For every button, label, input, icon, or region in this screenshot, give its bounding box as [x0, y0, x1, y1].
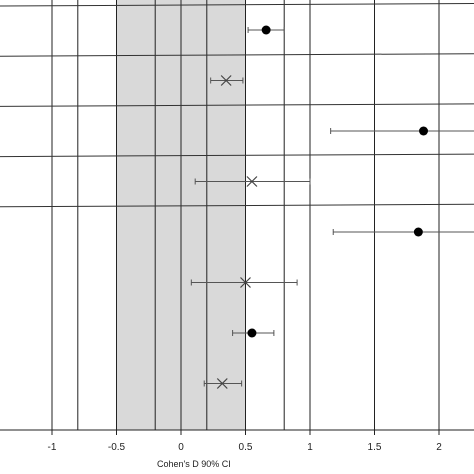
vertical-gridlines: [51, 0, 440, 430]
x-tick-label: 1: [307, 442, 313, 453]
cross-stroke: [216, 378, 228, 389]
point-marker-cross: [216, 378, 228, 389]
point-marker-filled: [419, 126, 429, 136]
group-separators: [0, 3, 474, 208]
point-marker-cross: [246, 176, 258, 187]
cross-stroke: [220, 75, 232, 86]
point-marker-filled: [261, 25, 271, 35]
point-marker-cross: [220, 75, 232, 86]
group-separator: [0, 203, 474, 208]
x-tick-label: 0.5: [239, 442, 253, 453]
x-tick-label: 0: [178, 442, 184, 453]
group-separator: [0, 53, 474, 57]
x-tick-label: 1.5: [368, 442, 382, 453]
x-tick-labels: -1 -0.5 0 0.5 1 1.5 2: [48, 442, 443, 453]
group-separator: [0, 153, 474, 158]
x-tick-label: -0.5: [108, 442, 126, 453]
point-marker-filled: [413, 227, 423, 237]
cross-stroke: [246, 176, 258, 187]
x-axis: [0, 429, 474, 435]
point-marker-cross: [240, 277, 251, 288]
point-marker-filled: [247, 328, 257, 338]
point-markers: [216, 25, 429, 389]
group-separator: [0, 3, 474, 7]
x-axis-title: Cohen's D 90% CI: [157, 459, 231, 469]
group-separator: [0, 103, 474, 107]
cross-stroke: [240, 277, 251, 288]
x-tick-label: -1: [48, 442, 57, 453]
x-tick-label: 2: [436, 442, 442, 453]
